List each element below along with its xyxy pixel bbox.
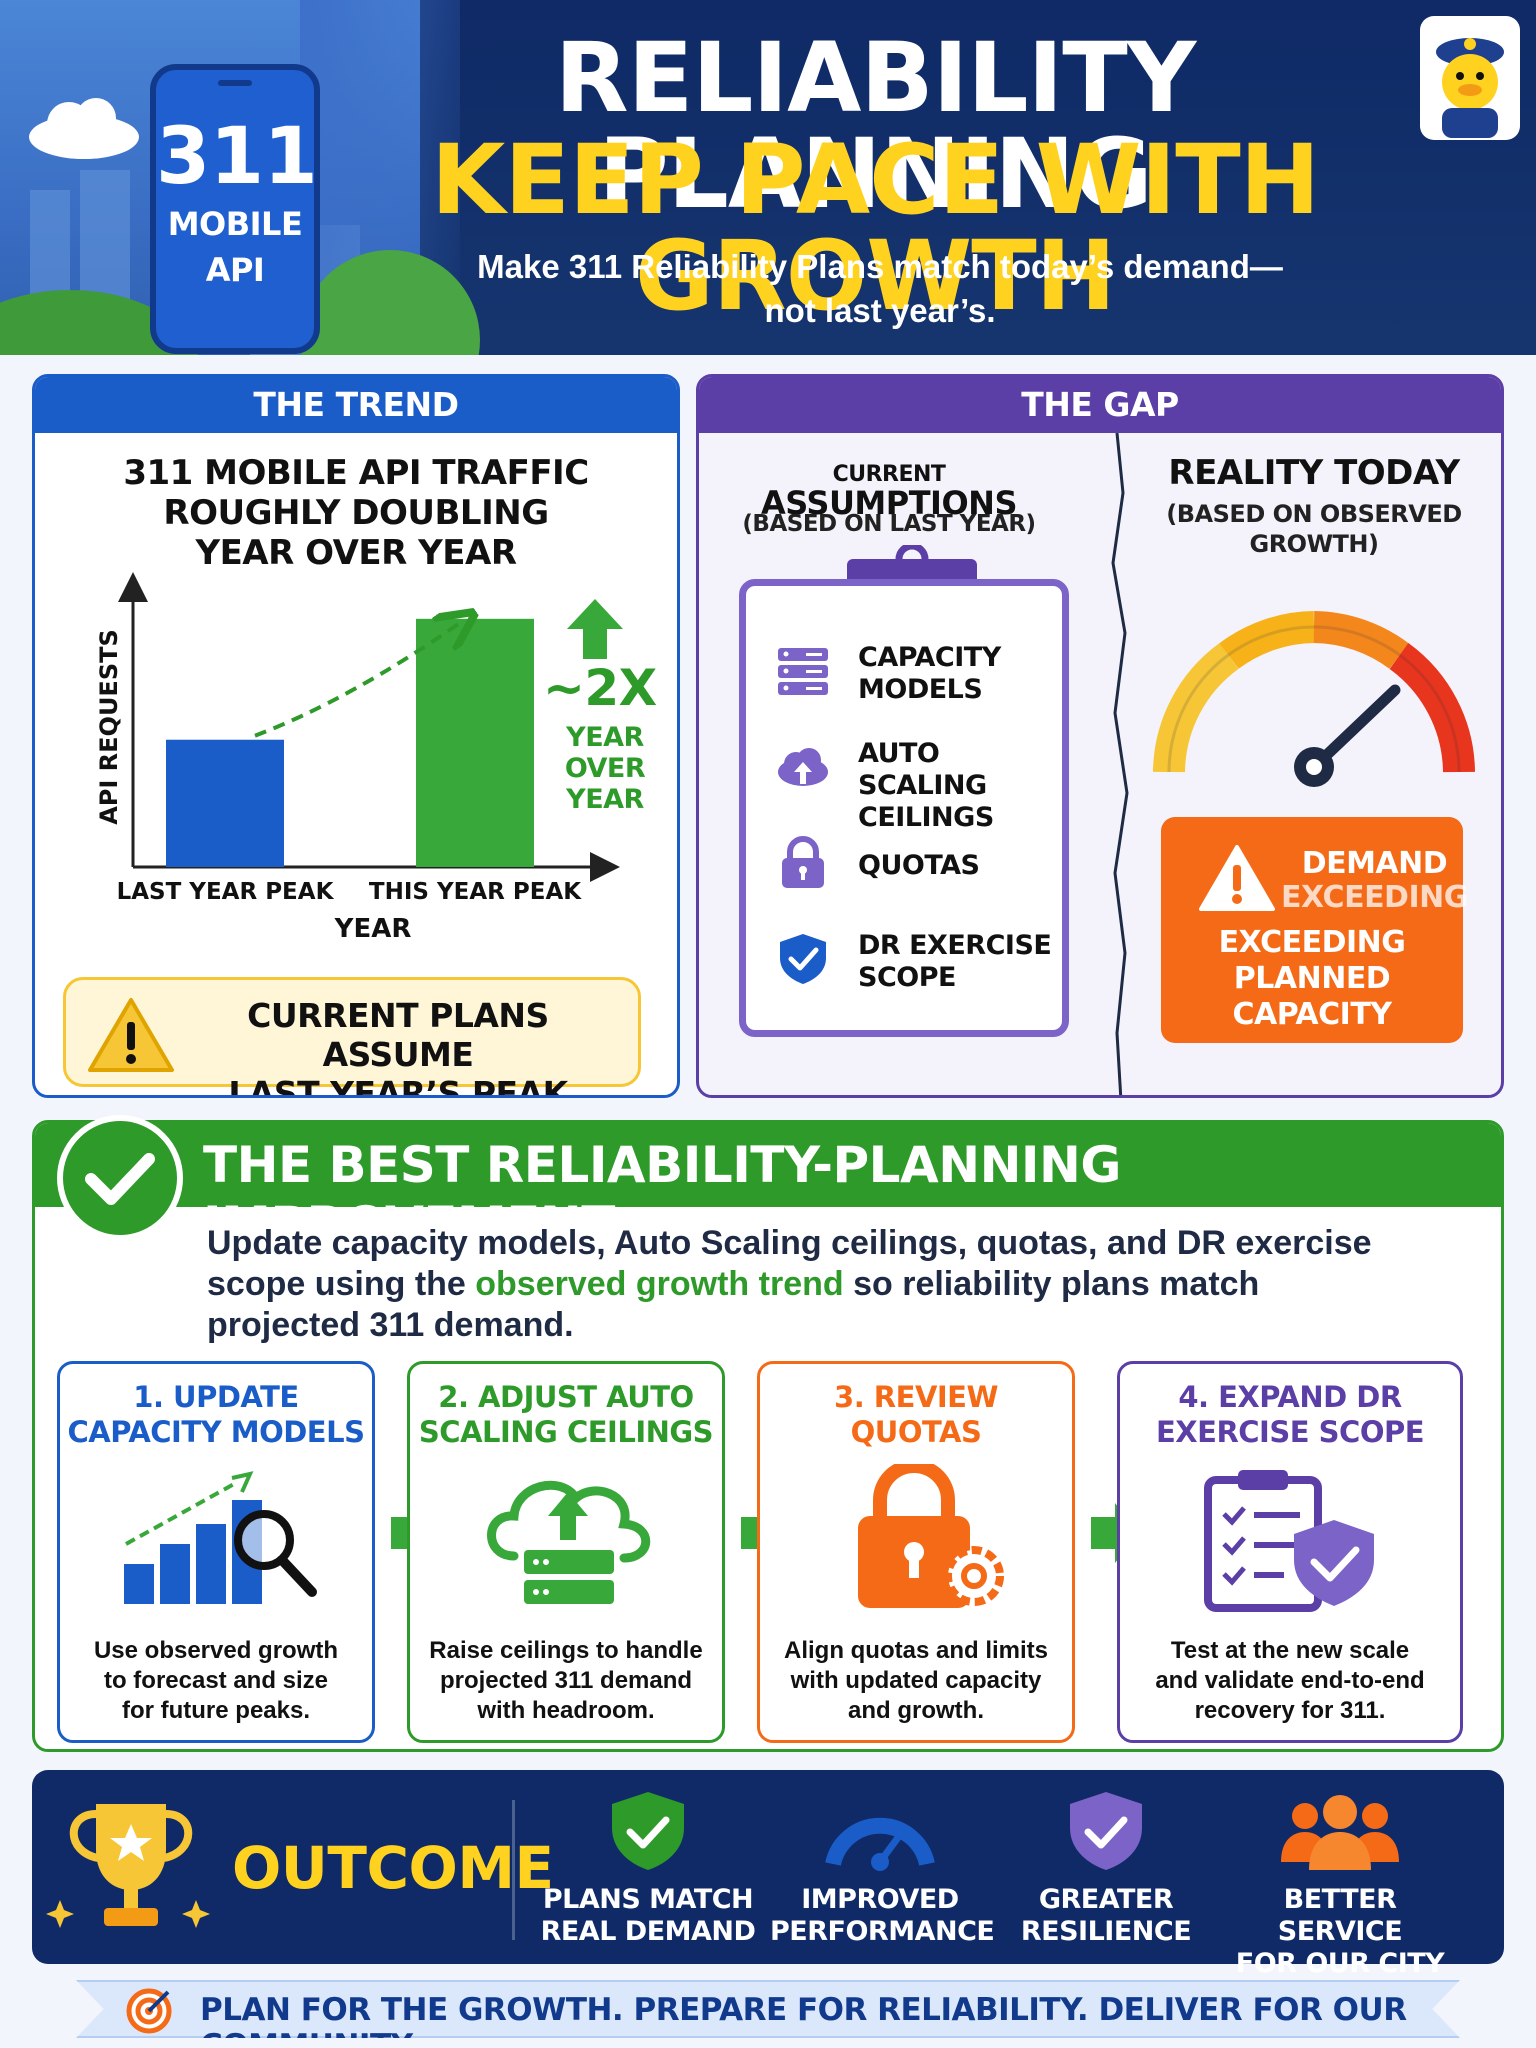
plans-warning-callout: CURRENT PLANS ASSUME LAST YEAR’S PEAK [63,977,641,1095]
phone-label-mobile: MOBILE [167,205,303,243]
shield-check-icon [612,1792,684,1870]
assumption-dr-scope: DR EXERCISE SCOPE [776,926,1066,996]
bar-chart-magnifier-icon [124,1471,317,1604]
torn-divider [1111,433,1129,1095]
cloud-icon [29,98,139,159]
footer-banner: PLAN FOR THE GROWTH. PREPARE FOR RELIABI… [76,1980,1460,2038]
bar-last-year-peak [166,739,284,867]
duck-mascot-icon [1420,16,1520,140]
gap-heading: THE GAP [699,377,1501,433]
growth-period: YEAR OVER YEAR [564,722,646,815]
assumption-auto-scaling: AUTO SCALING CEILINGS [776,734,1066,833]
assumptions-clipboard: CAPACITY MODELS AUTO SCALING CEILINGS [739,579,1069,1037]
reality-today-subtitle: (BASED ON OBSERVED GROWTH) [1166,500,1462,558]
lock-gear-icon [858,1464,1004,1608]
mobile-phone-graphic: 311 MOBILE API [150,64,320,354]
trophy-icon [46,1804,210,1928]
phone-number: 311 [156,112,318,202]
page-title-highlight: KEEP PACE WITH GROWTH [430,124,1320,332]
trend-title: 311 MOBILE API TRAFFIC ROUGHLY DOUBLING … [123,453,589,573]
page-title: RELIABILITY PLANNING [554,22,1196,230]
gap-panel: THE GAP CURRENT ASSUMPTIONS (BASED ON LA… [696,374,1504,1098]
outcome-better-service: BETTER SERVICE FOR OUR CITY [1230,1790,1450,1980]
phone-label-api: API [205,250,265,289]
growth-factor: ~2X [543,659,657,717]
lock-icon [782,836,824,888]
outcome-plans-match: PLANS MATCH REAL DEMAND [538,1790,758,1948]
target-icon [126,1988,172,2034]
best-improvement-section: THE BEST RELIABILITY-PLANNING IMPROVEMEN… [32,1115,1504,1752]
trend-heading: THE TREND [35,377,677,433]
checkmark-circle-icon [57,1115,183,1241]
step-review-quotas: 3. REVIEW QUOTAS Align quotas and limits… [757,1361,1075,1743]
warning-icon [88,998,174,1072]
x-axis-label: YEAR [334,914,412,944]
outcome-banner: OUTCOME PLANS MATCH REAL DEMAND IMPROVED… [32,1770,1504,1979]
best-improvement-description: Update capacity models, Auto Scaling cei… [207,1224,1372,1344]
header-banner: 311 MOBILE API RELIABILITY PLANNING KEEP… [0,0,1536,355]
x-tick-label: THIS YEAR PEAK [369,879,582,905]
speedometer-gauge-icon [1153,611,1475,787]
shield-check-icon [1070,1792,1142,1870]
current-assumptions-title: CURRENT ASSUMPTIONS [761,462,1017,522]
outcome-improved-performance: IMPROVED PERFORMANCE [770,1790,995,1948]
warning-text: CURRENT PLANS ASSUME LAST YEAR’S PEAK [228,996,568,1098]
assumption-quotas: QUOTAS [776,830,1066,900]
assumption-capacity-models: CAPACITY MODELS [776,638,1066,708]
y-axis-label: API REQUESTS [95,629,123,825]
best-improvement-title: THE BEST RELIABILITY-PLANNING IMPROVEMEN… [203,1136,1121,1254]
growth-trend-arrow [254,621,463,738]
cloud-server-icon [487,1480,651,1604]
cloud-upload-icon [778,748,828,786]
demand-exceeding-alert: DEMAND EXCEEDING EXCEEDING PLANNED CAPAC… [1161,817,1468,1043]
page-subtitle: Make 311 Reliability Plans match today’s… [477,248,1283,329]
step-adjust-auto-scaling: 2. ADJUST AUTO SCALING CEILINGS Raise ce… [407,1361,725,1743]
outcome-greater-resilience: GREATER RESILIENCE [996,1790,1216,1948]
x-tick-label: LAST YEAR PEAK [117,879,335,905]
shield-check-icon [780,934,826,984]
footer-tagline: PLAN FOR THE GROWTH. PREPARE FOR RELIABI… [200,1992,1407,2048]
current-assumptions-subtitle: (BASED ON LAST YEAR) [742,511,1036,537]
trend-panel: THE TREND 311 MOBILE API TRAFFIC ROUGHLY… [32,374,680,1098]
step-update-capacity-models: 1. UPDATE CAPACITY MODELS Use observed g… [57,1361,375,1743]
outcome-label: OUTCOME [232,1834,554,1902]
warning-icon [1199,845,1275,911]
server-icon [778,648,828,695]
checklist-shield-icon [1204,1470,1374,1612]
traffic-bar-chart: API REQUESTS LAST YEAR PEAK THIS YEAR PEA… [95,572,620,944]
bar-this-year-peak [416,618,534,867]
clipboard-clip-icon [847,545,977,585]
arrow-up-icon [567,599,623,659]
step-expand-dr-scope: 4. EXPAND DR EXERCISE SCOPE Test at the … [1117,1361,1463,1743]
people-icon [1281,1795,1399,1870]
reality-today-title: REALITY TODAY [1168,453,1460,493]
speedometer-icon [825,1817,935,1871]
